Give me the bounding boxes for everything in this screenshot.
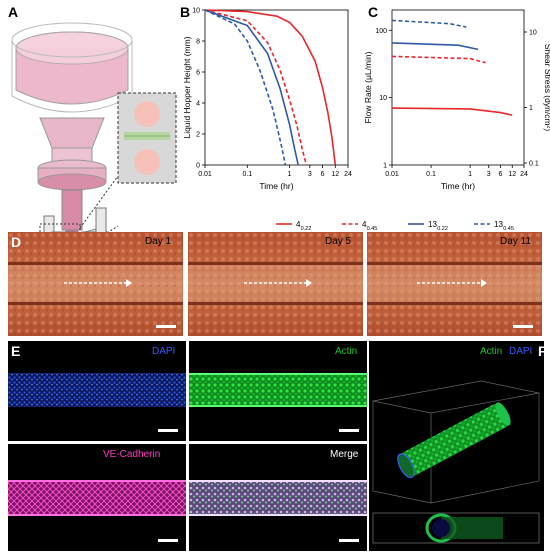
x-tick-label-c-0: 0.01 <box>385 171 399 178</box>
y2-tick-label-c-1: 1 <box>529 105 533 112</box>
legend-sub-1: 0.45 <box>367 226 378 232</box>
y-tick-label-b-4: 8 <box>196 39 200 46</box>
confocal-3d <box>369 341 544 551</box>
y2-tick-label-c-0: 0.1 <box>529 161 539 168</box>
if-image-dapi <box>8 373 186 432</box>
series-line-b-2 <box>204 9 299 166</box>
panel-label-d: D <box>11 234 22 250</box>
if-image-actin <box>189 373 367 432</box>
day-label-5: Day 5 <box>325 236 352 247</box>
if-image-merge <box>189 480 367 542</box>
y2-axis-label-c: Shear Stress (dyn/cm²) <box>543 44 550 132</box>
series-line-c-3 <box>391 19 467 28</box>
x-tick-label-b-1: 0.1 <box>242 171 252 178</box>
x-axis-label-c: Time (hr) <box>441 181 475 191</box>
legend-label-0: 4 <box>296 220 301 229</box>
day-label-1: Day 1 <box>145 236 172 247</box>
series-line-c-1 <box>391 55 486 64</box>
y-tick-label-b-5: 10 <box>192 8 200 15</box>
channel-label-merge: Merge <box>330 449 359 460</box>
x-tick-label-c-6: 24 <box>520 171 528 178</box>
legend-label-1: 4 <box>362 220 367 229</box>
panel-label-e: E <box>11 343 21 359</box>
brightfield-image-day5 <box>188 232 363 336</box>
brightfield-day5 <box>188 232 363 336</box>
series-line-c-2 <box>391 42 479 51</box>
panel-label-c: C <box>368 4 379 20</box>
series-line-b-1 <box>204 9 308 166</box>
device-schematic <box>11 22 177 273</box>
panel-label-f: F <box>538 343 547 359</box>
x-tick-label-b-3: 3 <box>308 171 312 178</box>
if-merge <box>189 444 367 551</box>
brightfield-day11 <box>367 232 542 336</box>
x-tick-label-b-2: 1 <box>288 171 292 178</box>
series-line-b-3 <box>204 9 287 166</box>
y-tick-label-b-1: 2 <box>196 132 200 139</box>
if-dapi <box>8 341 186 441</box>
if-actin <box>189 341 367 441</box>
y-tick-label-b-3: 6 <box>196 70 200 77</box>
y-tick-label-b-2: 4 <box>196 101 200 108</box>
if-image-vecadherin <box>8 480 186 542</box>
panel-label-a: A <box>8 4 19 20</box>
y-tick-label-b-0: 0 <box>196 163 200 170</box>
x-tick-label-c-1: 0.1 <box>426 171 436 178</box>
confocal-3d-render <box>372 380 540 544</box>
x-tick-label-c-5: 12 <box>508 171 516 178</box>
x-tick-label-c-2: 1 <box>468 171 472 178</box>
channel-label-vecadherin: VE-Cadherin <box>103 449 161 460</box>
y-tick-label-c-0: 1 <box>383 163 387 170</box>
channel-label-dapi: DAPI <box>152 346 176 357</box>
y-tick-label-c-2: 100 <box>375 28 387 35</box>
y-axis-label-b: Liquid Hopper Height (mm) <box>183 36 192 138</box>
day-label-11: Day 11 <box>500 236 531 247</box>
chart-legend: 4 0.22 4 0.45 13 0.22 13 0.45 <box>276 220 514 232</box>
series-line-c-0 <box>391 107 513 116</box>
if-vecadherin <box>8 444 186 551</box>
brightfield-day1 <box>8 232 183 336</box>
chart-c: 0.01 0.1 1 3 6 12 24 1 10 100 0.1 1 10 Time (hr) Flow … <box>363 9 550 191</box>
x-tick-label-b-5: 12 <box>331 171 339 178</box>
channel-label-actin: Actin <box>335 346 358 357</box>
panel-label-b: B <box>180 4 191 20</box>
x-tick-label-b-6: 24 <box>344 171 352 178</box>
plot-frame-b <box>204 9 349 166</box>
x-tick-label-c-4: 6 <box>499 171 503 178</box>
x-axis-label-b: Time (hr) <box>259 181 293 191</box>
plot-frame-c <box>391 9 525 166</box>
f-channel-dapi: DAPI <box>509 346 533 357</box>
y-tick-label-c-1: 10 <box>379 95 387 102</box>
series-line-b-0 <box>204 9 337 166</box>
y2-tick-label-c-2: 10 <box>529 30 537 37</box>
x-tick-label-b-4: 6 <box>321 171 325 178</box>
brightfield-image-day11 <box>367 232 542 336</box>
legend-label-3: 13 <box>494 220 503 229</box>
x-tick-label-b-0: 0.01 <box>198 171 212 178</box>
y-axis-label-c: Flow Rate (μL/min) <box>363 51 373 123</box>
f-channel-actin: Actin <box>480 346 503 357</box>
legend-label-2: 13 <box>428 220 437 229</box>
x-tick-label-c-3: 3 <box>487 171 491 178</box>
legend-sub-3: 0.45 <box>503 226 514 232</box>
brightfield-image-day1 <box>8 232 183 336</box>
legend-sub-2: 0.22 <box>437 226 448 232</box>
legend-sub-0: 0.22 <box>301 226 312 232</box>
